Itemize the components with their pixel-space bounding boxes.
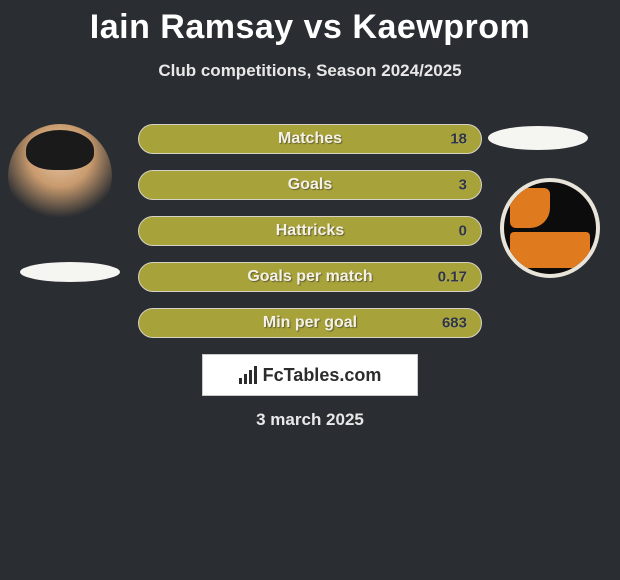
stat-value: 3	[459, 177, 467, 194]
stats-list: Matches 18 Goals 3 Hattricks 0 Goals per…	[138, 124, 482, 354]
date-label: 3 march 2025	[0, 410, 620, 430]
page-title: Iain Ramsay vs Kaewprom	[0, 0, 620, 47]
player-right-badge-ellipse	[488, 126, 588, 150]
player-left-badge-ellipse	[20, 262, 120, 282]
stat-label: Goals per match	[247, 268, 372, 286]
stat-label: Goals	[288, 176, 332, 194]
stat-value: 0	[459, 223, 467, 240]
player-left-avatar	[8, 124, 112, 228]
bar-chart-icon	[239, 366, 257, 384]
stat-label: Min per goal	[263, 314, 357, 332]
stat-label: Hattricks	[276, 222, 344, 240]
brand-watermark: FcTables.com	[202, 354, 418, 396]
stat-value: 0.17	[438, 269, 467, 286]
brand-text: FcTables.com	[263, 365, 382, 386]
stat-label: Matches	[278, 130, 342, 148]
stat-row-hattricks: Hattricks 0	[138, 216, 482, 246]
stat-row-min-per-goal: Min per goal 683	[138, 308, 482, 338]
stat-row-goals-per-match: Goals per match 0.17	[138, 262, 482, 292]
subtitle: Club competitions, Season 2024/2025	[0, 61, 620, 81]
stat-value: 18	[450, 131, 467, 148]
stat-value: 683	[442, 315, 467, 332]
comparison-card: Iain Ramsay vs Kaewprom Club competition…	[0, 0, 620, 580]
stat-row-goals: Goals 3	[138, 170, 482, 200]
stat-row-matches: Matches 18	[138, 124, 482, 154]
player-right-club-crest	[500, 178, 600, 278]
